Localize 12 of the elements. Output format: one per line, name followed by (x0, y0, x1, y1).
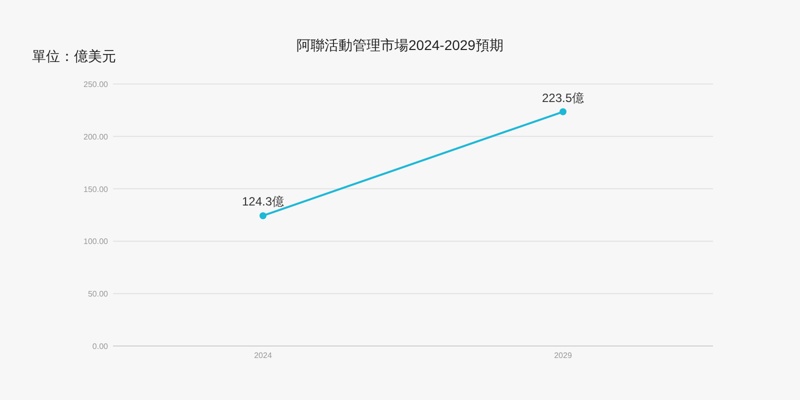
y-tick-label: 50.00 (88, 290, 109, 299)
x-tick-label: 2024 (254, 351, 272, 360)
y-tick-label: 200.00 (84, 132, 109, 142)
data-label: 124.3億 (242, 194, 284, 209)
y-tick-label: 150.00 (84, 184, 109, 194)
y-axis-title: 單位：億美元 (32, 48, 116, 64)
data-label: 223.5億 (542, 90, 584, 105)
y-tick-label: 250.00 (84, 80, 109, 89)
y-tick-label: 100.00 (84, 237, 109, 246)
chart-title: 阿聯活動管理市場2024-2029預期 (296, 37, 504, 53)
y-tick-label: 0.00 (92, 342, 109, 351)
x-tick-label: 2029 (554, 351, 572, 360)
